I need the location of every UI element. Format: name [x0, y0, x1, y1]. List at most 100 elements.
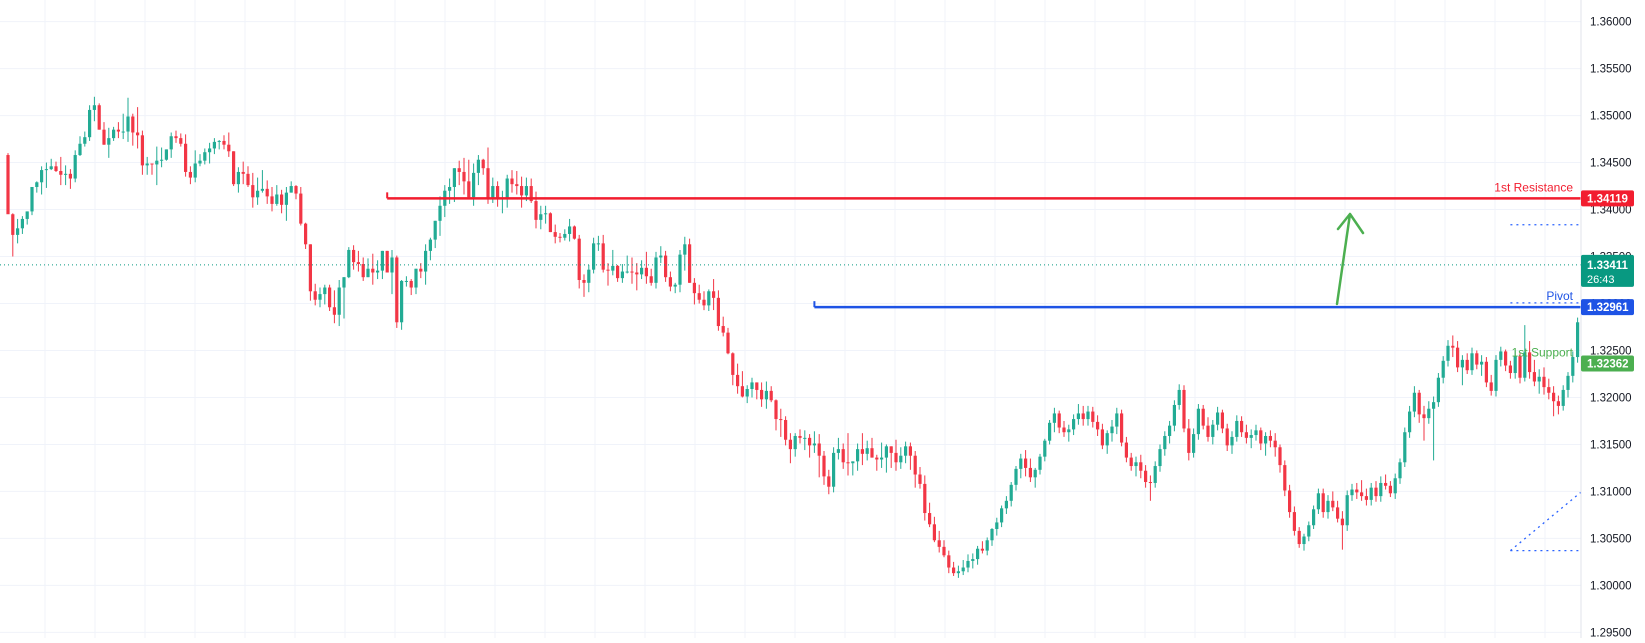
candle-body	[1067, 429, 1071, 433]
candle	[980, 541, 984, 554]
candle	[1110, 420, 1114, 442]
candle	[443, 185, 447, 218]
candle-body	[400, 280, 404, 323]
candle	[688, 238, 692, 283]
candle-body	[1523, 352, 1527, 378]
candle-body	[275, 194, 279, 204]
candle	[1268, 430, 1272, 448]
level-lines: 1st Resistance Pivot 1st Support	[0, 180, 1645, 365]
candle	[649, 268, 653, 286]
candle	[193, 150, 197, 183]
candle-body	[788, 439, 792, 450]
candle	[1312, 505, 1316, 530]
candle	[702, 291, 706, 311]
candle-body	[678, 254, 682, 285]
candle	[875, 454, 879, 471]
candle-body	[1144, 470, 1148, 483]
candle-body	[966, 560, 970, 568]
candle	[486, 147, 490, 204]
candle	[150, 163, 154, 175]
candle	[817, 434, 821, 478]
candle-body	[1547, 387, 1551, 393]
candle	[1009, 482, 1013, 507]
candle-body	[673, 284, 677, 287]
candle	[620, 264, 624, 283]
candle-body	[1528, 352, 1532, 373]
candle	[587, 264, 591, 293]
candle-body	[1043, 440, 1047, 457]
candle-body	[827, 476, 831, 487]
candle-body	[553, 232, 557, 237]
candle	[736, 363, 740, 394]
candle-body	[1192, 434, 1196, 453]
candle	[558, 233, 562, 243]
candle	[174, 130, 178, 143]
candle	[707, 289, 711, 312]
candle	[212, 138, 216, 155]
candle	[836, 437, 840, 460]
candle-body	[1177, 389, 1181, 405]
candle	[582, 274, 586, 297]
candles	[6, 96, 1632, 578]
candle	[515, 171, 519, 195]
candle	[246, 166, 250, 187]
current-price-tag-background	[1581, 254, 1634, 287]
candle	[179, 133, 183, 147]
candle	[121, 113, 125, 140]
pivot-price-tag-value: 1.32961	[1587, 302, 1629, 314]
candle	[1201, 404, 1205, 430]
candle	[160, 147, 164, 168]
candle	[606, 263, 610, 286]
candle-body	[798, 435, 802, 438]
candle-body	[817, 443, 821, 456]
candle-body	[280, 194, 284, 205]
candle-body	[529, 186, 533, 202]
candle-body	[1379, 482, 1383, 497]
candle-body	[1220, 412, 1224, 429]
candle-body	[1273, 440, 1277, 448]
candle-body	[1000, 508, 1004, 523]
candle	[184, 134, 188, 177]
candle-body	[1115, 413, 1119, 427]
candle-body	[54, 166, 58, 172]
candle	[563, 229, 567, 241]
candle-body	[1225, 428, 1229, 446]
candle	[1067, 424, 1071, 442]
candle-body	[102, 129, 106, 145]
candle-body	[836, 449, 840, 453]
candle-body	[1384, 482, 1388, 486]
candle-body	[1033, 469, 1037, 478]
candle-body	[1513, 356, 1517, 374]
candle-body	[1446, 345, 1450, 361]
candle-body	[961, 567, 965, 572]
candle	[740, 371, 744, 398]
candle	[1504, 349, 1508, 372]
candle-body	[1100, 429, 1104, 446]
candle	[832, 447, 836, 493]
candle	[1297, 527, 1301, 548]
candle-body	[116, 129, 120, 132]
candle-body	[870, 448, 874, 458]
candle	[1427, 401, 1431, 424]
candle-body	[145, 163, 149, 166]
candle	[808, 434, 812, 458]
candle	[793, 433, 797, 457]
candle	[1153, 461, 1157, 488]
candle	[812, 431, 816, 453]
candle-body	[347, 249, 351, 278]
price-axis[interactable]: 1.360001.355001.350001.345001.340001.335…	[1580, 0, 1645, 639]
candle	[1057, 410, 1061, 434]
candle	[1537, 369, 1541, 394]
candle	[1177, 384, 1181, 410]
candle-body	[1288, 490, 1292, 513]
candle-body	[952, 567, 956, 574]
candle-body	[534, 201, 538, 220]
fibonacci-retracement[interactable]: 0.00%23.60%100.00%	[1509, 220, 1645, 558]
candle	[452, 168, 456, 203]
candle	[1192, 428, 1196, 458]
candle-body	[323, 287, 327, 295]
candle-body	[985, 540, 989, 551]
candle-body	[841, 449, 845, 463]
